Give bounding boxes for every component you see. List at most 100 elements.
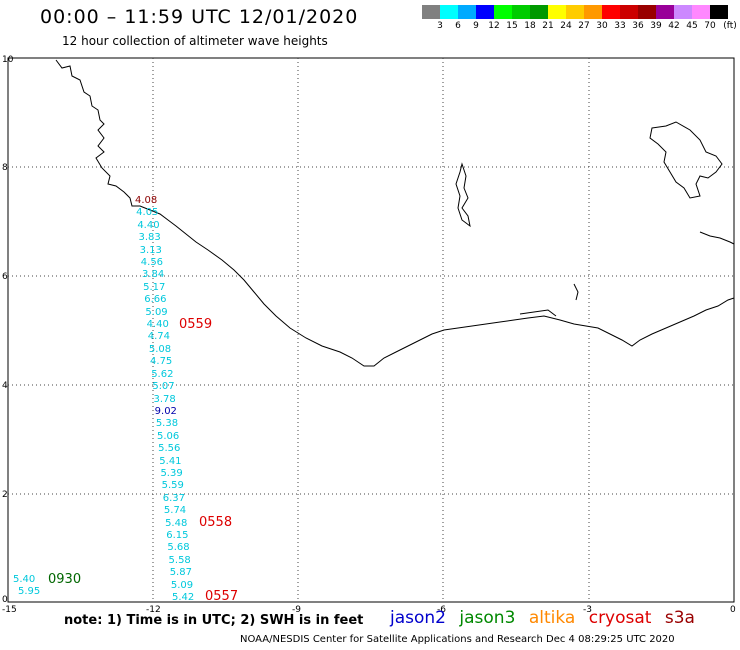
wave-height-value: 5.87 [169, 567, 192, 579]
footer-credit: NOAA/NESDIS Center for Satellite Applica… [240, 634, 675, 645]
x-tick-label: 0 [730, 605, 736, 615]
wave-height-value: 4.08 [135, 195, 158, 206]
wave-height-value: 6.37 [162, 492, 186, 504]
footer-note: note: 1) Time is in UTC; 2) SWH is in fe… [64, 613, 364, 628]
legend-swatch [548, 5, 566, 19]
wave-height-value: 3.84 [141, 269, 165, 281]
y-tick-label: 0 [2, 595, 8, 605]
legend-swatch [620, 5, 638, 19]
y-tick-label: 8 [2, 163, 8, 173]
wave-height-value: 5.68 [167, 542, 190, 554]
wave-height-value: 3.78 [153, 393, 176, 405]
wave-height-value: 5.07 [152, 381, 175, 393]
legend-swatch [440, 5, 458, 19]
wave-height-value: 5.09 [170, 579, 194, 591]
x-tick-label: -3 [583, 605, 592, 615]
pass-time-label: 0557 [205, 589, 239, 604]
satellite-label: jason3 [459, 608, 516, 628]
legend-label: 30 [596, 21, 608, 31]
wave-height-value: 5.40 [13, 574, 36, 585]
color-scale-legend [422, 5, 728, 19]
map-frame [7, 57, 735, 603]
legend-swatch [476, 5, 494, 19]
coastal-lagoon [699, 231, 735, 245]
legend-label: 70 [704, 21, 716, 31]
legend-label: 39 [650, 21, 662, 31]
wave-height-value: 4.05 [136, 207, 159, 219]
legend-label: 36 [632, 21, 644, 31]
legend-label: 27 [578, 21, 590, 31]
wave-height-value: 5.62 [151, 368, 174, 380]
map-subtitle: 12 hour collection of altimeter wave hei… [62, 34, 328, 48]
pass-time-label: 0930 [48, 572, 82, 587]
y-tick-label: 10 [2, 55, 14, 65]
map-title: 00:00 – 11:59 UTC 12/01/2020 [40, 6, 359, 28]
legend-swatch [566, 5, 584, 19]
satellite-legend: jason2 jason3 altika cryosat s3a [390, 608, 703, 628]
wave-height-value: 4.40 [137, 219, 160, 231]
wave-height-value: 5.38 [155, 418, 179, 430]
satellite-label: cryosat [588, 608, 652, 628]
legend-swatch [710, 5, 728, 19]
x-tick-label: -6 [437, 605, 446, 615]
pass-time-label: 0558 [199, 515, 233, 530]
wave-height-value: 5.17 [143, 281, 166, 293]
wave-height-value: 5.06 [156, 430, 180, 442]
wave-height-value: 5.48 [165, 517, 188, 529]
legend-unit-label: (ft) [723, 21, 737, 31]
wave-height-value: 5.08 [148, 343, 172, 355]
satellite-label: s3a [664, 608, 695, 628]
legend-swatch [458, 5, 476, 19]
legend-swatch [692, 5, 710, 19]
legend-swatch [584, 5, 602, 19]
wave-height-value: 5.59 [161, 480, 184, 492]
legend-label: 24 [560, 21, 572, 31]
legend-swatch [494, 5, 512, 19]
legend-label: 9 [473, 21, 479, 31]
legend-swatch [656, 5, 674, 19]
graticule [8, 58, 734, 602]
x-tick-label: -9 [292, 605, 301, 615]
satellite-label: jason2 [390, 608, 446, 628]
legend-label: 33 [614, 21, 626, 31]
x-tick-label: -15 [2, 605, 17, 615]
legend-label: 3 [437, 21, 443, 31]
legend-label: 12 [488, 21, 500, 31]
river-mark [573, 283, 579, 301]
color-scale-labels: 3 6 9 12 15 18 21 24 27 30 33 36 39 42 45 70 (ft) [422, 21, 740, 33]
wave-height-value: 5.56 [158, 443, 181, 455]
satellite-label: altika [528, 608, 576, 628]
wave-height-value: 5.42 [172, 592, 195, 603]
wave-height-value: 5.09 [145, 306, 168, 318]
wave-height-value: 5.39 [160, 467, 183, 479]
lake-volta [649, 121, 723, 199]
legend-label: 15 [506, 21, 518, 31]
legend-label: 21 [542, 21, 554, 31]
legend-swatch [674, 5, 692, 19]
y-tick-label: 2 [2, 490, 8, 500]
pass-time-label: 0559 [179, 317, 213, 332]
wave-height-value: 6.15 [166, 529, 189, 541]
y-tick-label: 4 [2, 381, 8, 391]
legend-label: 42 [668, 21, 680, 31]
wave-height-value: 4.75 [150, 356, 173, 368]
wave-height-value: 5.95 [18, 586, 41, 597]
legend-label: 45 [686, 21, 698, 31]
wave-height-value: 5.74 [163, 505, 187, 517]
wave-height-value: 5.41 [159, 455, 182, 467]
x-tick-label: -12 [146, 605, 161, 615]
coast-bump [519, 309, 557, 317]
wave-height-value: 4.56 [140, 257, 164, 269]
y-tick-label: 6 [2, 272, 8, 282]
legend-label: 18 [524, 21, 536, 31]
legend-swatch [422, 5, 440, 19]
wave-height-value: 9.02 [154, 405, 177, 417]
wave-height-value: 4.74 [147, 331, 170, 343]
wave-height-value: 3.13 [139, 244, 162, 256]
legend-label: 6 [455, 21, 461, 31]
legend-swatch [638, 5, 656, 19]
legend-swatch [512, 5, 530, 19]
wave-height-value: 3.83 [138, 232, 161, 244]
wave-height-value: 4.40 [146, 319, 169, 331]
